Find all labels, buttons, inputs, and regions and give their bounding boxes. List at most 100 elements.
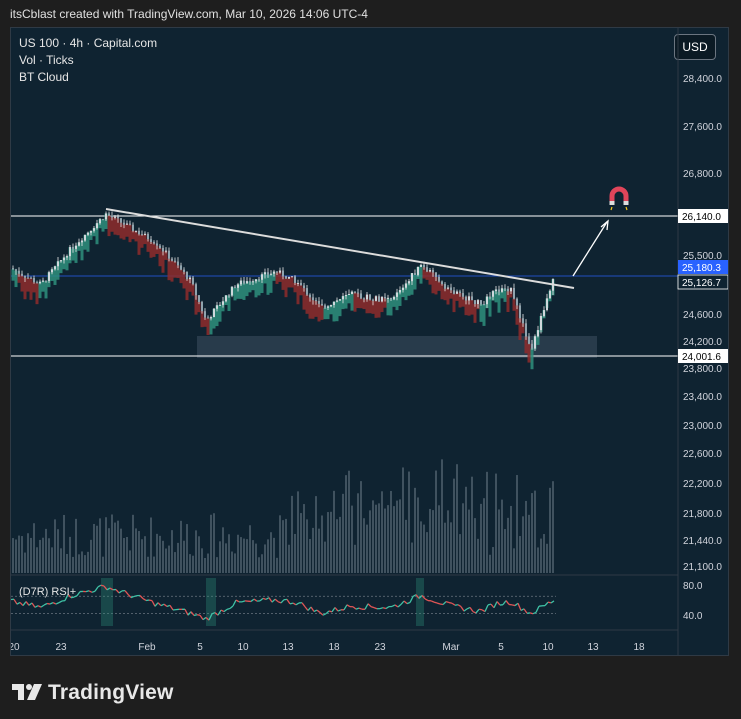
cloud-segment (431, 272, 435, 294)
volume-bar (267, 539, 269, 573)
cloud-segment (164, 250, 168, 260)
volume-bar (183, 540, 185, 573)
rsi-line-segment (76, 591, 81, 597)
cloud-segment (182, 271, 186, 289)
rsi-line-segment (265, 597, 270, 600)
volume-bar (252, 540, 254, 573)
time-tick-label: 5 (498, 642, 504, 653)
cloud-segment (524, 336, 528, 354)
volume-bar (456, 464, 458, 573)
candle-body (336, 300, 338, 302)
candle-body (141, 234, 143, 236)
rsi-line-segment (97, 584, 102, 588)
cloud-segment (470, 300, 474, 315)
volume-bar (417, 497, 419, 573)
rsi-line-segment (169, 604, 174, 611)
candle-body (504, 288, 506, 290)
volume-bar (357, 493, 359, 573)
time-tick-label: 18 (328, 642, 340, 653)
candle-body (282, 270, 284, 277)
rsi-line-segment (73, 595, 78, 598)
rsi-line-segment (544, 601, 549, 607)
cloud-segment (503, 288, 507, 302)
price-axis[interactable]: 28,400.0 27,600.0 26,800.0 25,500.0 24,600.0… (683, 74, 722, 573)
price-tag-label: 24,001.6 (682, 352, 721, 363)
target-arrow[interactable] (572, 221, 608, 277)
cloud-segment (71, 248, 75, 261)
rsi-line-segment (295, 602, 300, 606)
volume-bar (312, 527, 314, 573)
volume-bar (471, 476, 473, 573)
tradingview-logo[interactable]: TradingView (12, 681, 174, 705)
legend-indicator[interactable]: BT Cloud (19, 70, 69, 84)
cloud-segment (227, 295, 231, 311)
volume-bar (405, 519, 407, 573)
candle-body (249, 281, 251, 283)
volume-bar (60, 548, 62, 573)
candle-body (291, 276, 293, 278)
rsi-line-segment (22, 601, 27, 606)
rsi-line-segment (151, 600, 156, 607)
candle-body (381, 296, 383, 302)
candle-body (495, 289, 497, 292)
cloud-segment (536, 330, 540, 345)
rsi-line-segment (193, 614, 198, 617)
candle-body (474, 300, 476, 305)
time-axis[interactable]: 20 23 Feb 5 10 13 18 23 Mar 5 10 13 18 (11, 642, 645, 653)
cloud-segment (110, 217, 114, 232)
volume-bar (321, 515, 323, 573)
candle-body (201, 301, 203, 312)
price-tick-label: 23,000.0 (683, 421, 722, 432)
rsi-pane[interactable]: 80.0 40.0 (11, 578, 703, 626)
cloud-segment (149, 242, 153, 258)
price-tick-label: 23,400.0 (683, 392, 722, 403)
rsi-line-segment (379, 607, 384, 610)
rsi-line-segment (457, 604, 462, 608)
candle-body (528, 336, 530, 344)
cloud-segment (29, 278, 33, 300)
rsi-line-segment (490, 603, 495, 609)
volume-bar (54, 519, 56, 573)
cloud-segment (374, 296, 378, 318)
cloud-segment (332, 301, 336, 322)
cloud-segment (344, 295, 348, 309)
price-tick-label: 24,600.0 (683, 310, 722, 321)
legend-volume[interactable]: Vol · Ticks (19, 53, 74, 67)
candle-body (111, 215, 113, 218)
cloud-segment (461, 296, 465, 307)
price-chart-svg[interactable]: 80.0 40.0 (D7R) RSI+ 28,400.0 27,600.0 26,8… (11, 28, 728, 655)
rsi-line-segment (523, 608, 528, 614)
volume-bar (351, 505, 353, 573)
candle-body (408, 281, 410, 284)
cloud-segment (161, 251, 165, 273)
legend-symbol[interactable]: US 100 · 4h · Capital.com (19, 36, 158, 50)
price-tick-label: 25,500.0 (683, 251, 722, 262)
rsi-label[interactable]: (D7R) RSI+ (19, 586, 76, 598)
cloud-segment (20, 275, 24, 292)
cloud-segment (278, 270, 282, 282)
cloud-segment (302, 288, 306, 310)
cloud-segment (104, 213, 108, 229)
candle-body (219, 304, 221, 306)
currency-button[interactable]: USD (674, 34, 716, 60)
descending-trendline[interactable] (105, 208, 575, 289)
rsi-line-segment (394, 604, 399, 608)
rsi-line-segment (25, 601, 30, 606)
rsi-line-segment (475, 608, 480, 614)
volume-bar (66, 553, 68, 573)
rsi-line-segment (220, 609, 225, 613)
rsi-line-segment (31, 602, 36, 608)
rsi-tick-label: 40.0 (683, 611, 703, 622)
candle-body (24, 275, 26, 278)
volume-bar (336, 519, 338, 573)
chart-panel[interactable]: US 100 · 4h · Capital.com Vol · Ticks BT… (10, 27, 729, 656)
candle-body (369, 294, 371, 300)
candle-body (246, 281, 248, 284)
candle-body (351, 291, 353, 294)
cloud-segment (329, 304, 333, 315)
candle-body (231, 286, 233, 296)
cloud-segment (323, 307, 327, 320)
volume-bar (84, 555, 86, 573)
cloud-segment (245, 281, 249, 297)
cloud-segment (11, 269, 15, 281)
